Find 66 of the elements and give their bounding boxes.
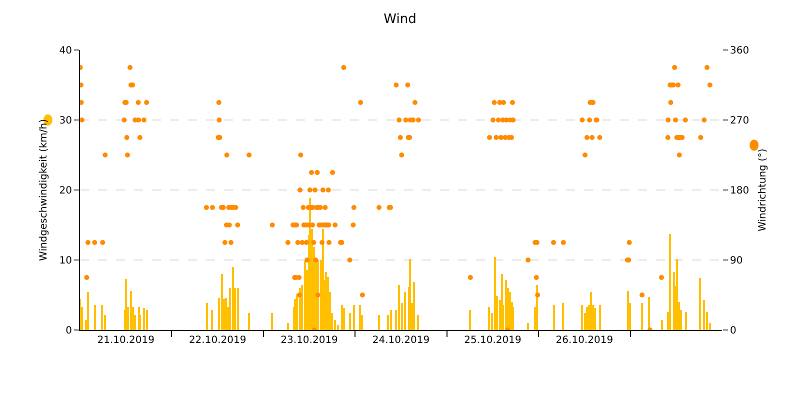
y-tick-label: 20 [59,186,72,196]
bar [661,320,663,330]
x-tick-label: 22.10.2019 [188,335,246,346]
y2-axis-title: Windrichtung (°) [758,148,769,232]
x-tick-label: 23.10.2019 [280,335,338,346]
bar [343,308,345,330]
bar [225,298,227,330]
y-tick-label: 10 [59,256,72,266]
bar [87,292,89,330]
bar [101,305,103,330]
y-axis-title: Windgeschwindigkeit (km/h) [38,118,50,261]
bar [586,307,588,330]
bar [469,310,471,330]
bar [703,300,705,330]
bar [349,313,351,330]
bar [488,307,490,330]
bar [287,323,289,330]
chart-title: Wind [384,12,416,28]
bar [699,278,701,330]
bar [341,305,343,330]
bar [125,279,127,330]
y2-tick-label: 360 [730,46,750,56]
bar [669,234,671,330]
y2-tick-label: 0 [730,326,736,336]
bar [627,291,629,330]
bar [676,259,678,330]
x-tick-label: 24.10.2019 [372,335,430,346]
bar [390,310,392,330]
bar [641,303,643,330]
bar [130,291,132,330]
bar [398,285,400,330]
bar [353,305,355,330]
y-tick-label: 30 [59,116,72,126]
bar [494,257,496,330]
bar [413,282,415,330]
bar [146,310,148,330]
bar [685,312,687,330]
bar [94,305,96,330]
bar [590,292,592,330]
y-tick-label: 0 [66,326,72,336]
bar [378,315,380,330]
bar [599,305,601,330]
bar [404,292,406,330]
y2-tick-label: 90 [730,256,743,266]
bar [248,313,250,330]
bar [232,267,234,330]
bar [237,288,239,330]
bar [553,305,555,330]
bar [143,308,145,330]
bar [271,313,273,330]
bar [417,315,419,330]
y2-tick-label: 270 [730,116,750,126]
bar [221,274,223,330]
bar [211,310,213,330]
bar [594,308,596,330]
bar [409,259,411,330]
bar [527,323,529,330]
y2-tick-label: 180 [730,186,750,196]
bar [581,305,583,330]
x-tick-label: 25.10.2019 [464,335,522,346]
bar [562,303,564,330]
y-tick-label: 40 [59,46,72,56]
bar [206,303,208,330]
bar [359,305,361,330]
x-tick-label: 21.10.2019 [97,335,154,346]
x-tick-label: 26.10.2019 [556,335,614,346]
